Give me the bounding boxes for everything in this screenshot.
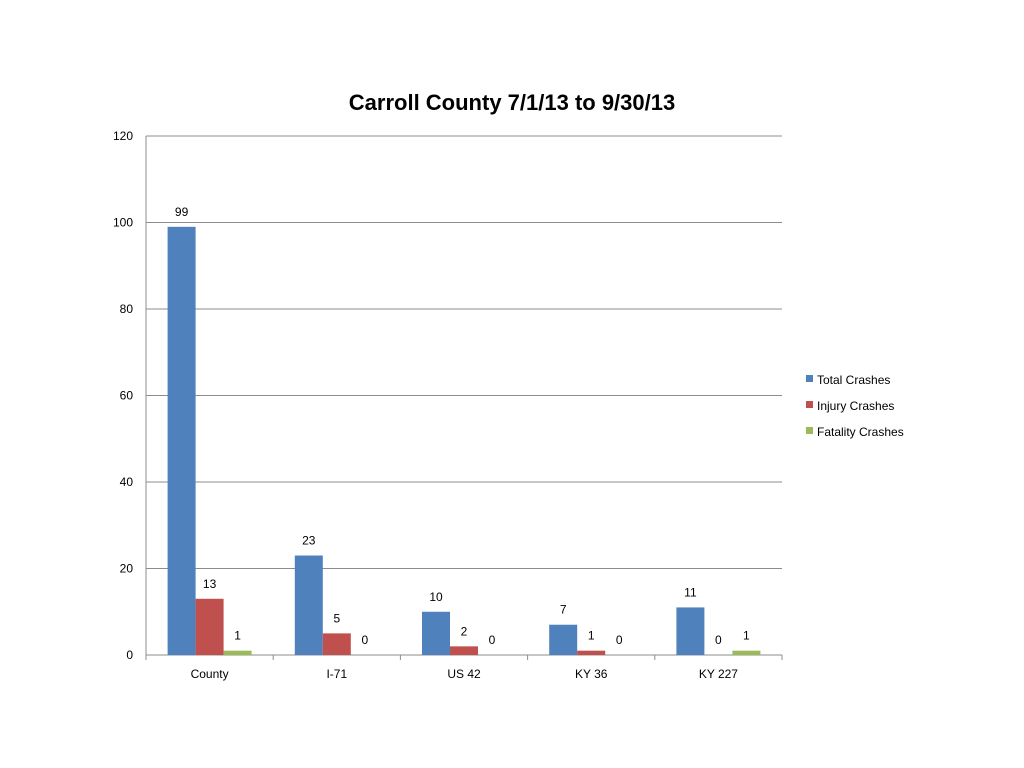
data-label: 1 [743,629,750,643]
data-label: 0 [489,633,496,647]
bar [577,650,606,655]
y-tick-label: 80 [120,302,134,316]
y-tick-label: 120 [113,129,133,143]
bar [422,611,450,655]
data-label: 13 [203,577,217,591]
x-tick-label: US 42 [447,667,481,681]
data-label: 0 [715,633,722,647]
data-label: 10 [429,590,443,604]
chart-title: Carroll County 7/1/13 to 9/30/13 [348,90,676,115]
y-tick-label: 40 [120,475,134,489]
legend-label: Total Crashes [817,373,890,387]
data-label: 2 [461,624,468,638]
data-label: 7 [560,603,567,617]
data-label: 0 [361,633,368,647]
bar [167,226,196,655]
y-tick-label: 0 [126,648,133,662]
bar [450,646,478,655]
bar [732,650,761,655]
data-label: 23 [302,534,316,548]
data-label: 1 [234,629,241,643]
bar [322,633,351,655]
legend-label: Injury Crashes [817,399,894,413]
data-label: 0 [616,633,623,647]
bar [195,598,224,655]
x-tick-label: KY 227 [699,667,738,681]
bar [676,607,705,655]
x-tick-label: KY 36 [575,667,608,681]
legend-swatch [806,375,813,382]
legend-swatch [806,401,813,408]
data-label: 5 [333,611,340,625]
x-tick-label: County [191,667,229,681]
legend-swatch [806,427,813,434]
x-tick-label: I-71 [326,667,347,681]
y-tick-label: 20 [120,562,134,576]
data-label: 99 [175,205,189,219]
bar [223,650,252,655]
data-label: 11 [684,585,697,599]
bar [549,624,578,655]
y-tick-label: 60 [120,389,134,403]
data-label: 1 [588,629,595,643]
legend-label: Fatality Crashes [817,425,904,439]
bar [294,555,323,655]
y-tick-label: 100 [113,216,133,230]
